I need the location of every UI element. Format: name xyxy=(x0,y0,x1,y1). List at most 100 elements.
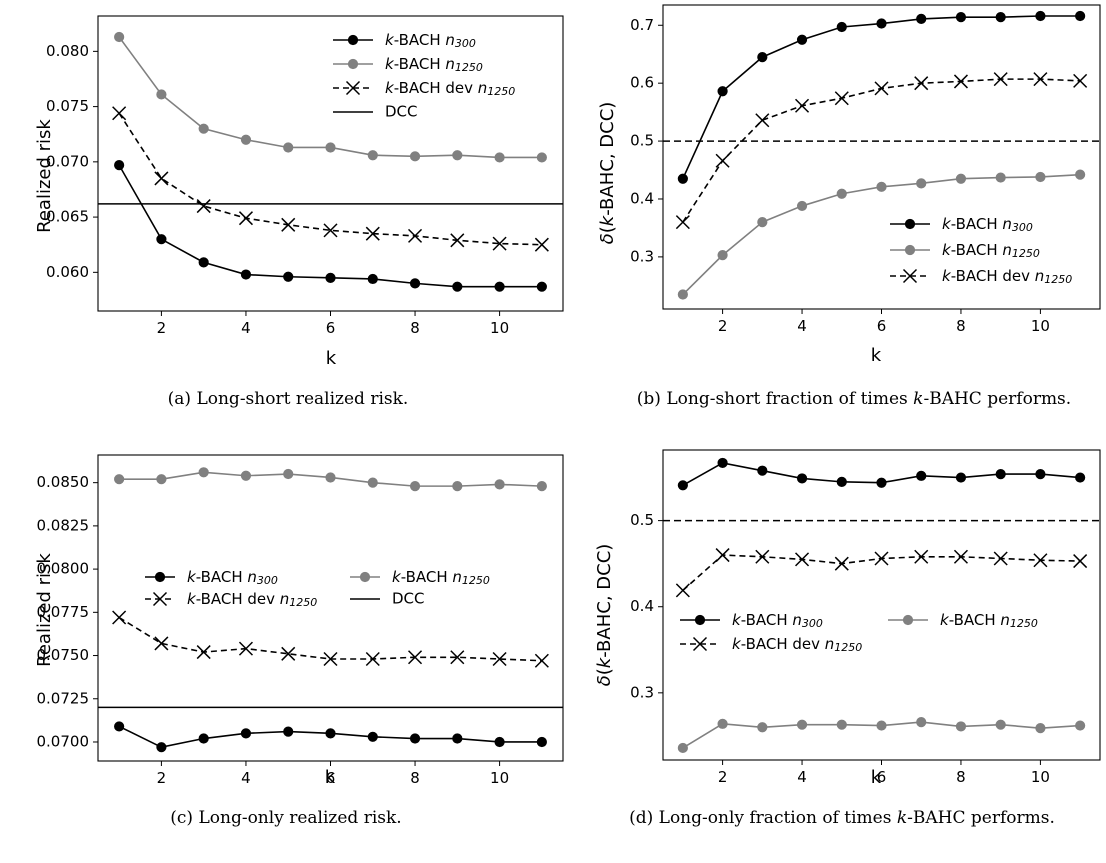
x-tick-label: 4 xyxy=(797,317,807,335)
series-n1250-point xyxy=(876,181,887,192)
x-tick-label: 6 xyxy=(877,317,887,335)
legend-dev-n1250-label-sym: n xyxy=(280,590,290,608)
series-dev-n1250-point xyxy=(715,548,730,563)
y-tick-label: 0.4 xyxy=(630,597,654,615)
legend-n300-label-sub: 300 xyxy=(455,37,476,50)
legend-n300-label-sub: 300 xyxy=(802,617,823,630)
plot-area: 2 4 6 8 10 0.0700 0.0725 0.0750 0.0775 0.0800 0.08… xyxy=(37,454,564,787)
legend-dev-n1250-label: k-BACH dev n1250 xyxy=(732,635,862,655)
legend-n300-label-sym: n xyxy=(792,611,802,629)
legend-dev-n1250-label: k-BACH dev n1250 xyxy=(187,590,317,610)
series-n300-point xyxy=(796,34,808,45)
legend-dev-n1250-label-sym: n xyxy=(825,635,835,653)
series-n300-point xyxy=(198,733,209,744)
caption-d-part1: (d) Long-only fraction of times xyxy=(629,808,897,828)
legend-dev-n1250-label-sub: 1250 xyxy=(289,596,317,609)
legend-dev-n1250-marker xyxy=(152,591,168,607)
y-tick-label: 0.0750 xyxy=(37,646,90,664)
y-tick-label: 0.4 xyxy=(630,189,654,207)
legend-n300-marker xyxy=(347,34,359,46)
series-dev-n1250-point-stroke2 xyxy=(112,610,127,625)
y-axis-label-paren: ( xyxy=(594,668,615,675)
caption-d-k: k xyxy=(897,808,907,828)
series-dev-n1250-point-stroke2 xyxy=(323,223,338,238)
series-dev-n1250-point xyxy=(365,651,380,667)
series-dev-n1250-line xyxy=(118,112,542,246)
y-axis-label-delta: δ xyxy=(594,675,615,686)
series-n300-point xyxy=(677,173,688,184)
legend-dev-n1250-label-sub: 1250 xyxy=(487,85,515,98)
y-axis-label: Realized risk xyxy=(34,119,55,233)
series-n1250-point xyxy=(1035,171,1046,183)
series-dev-n1250-point xyxy=(755,113,770,128)
legend-n1250-label-k: k xyxy=(392,568,402,586)
series-dev-n1250-point-stroke2 xyxy=(196,199,211,214)
series-dev-n1250-point xyxy=(492,651,507,667)
series-dev-n1250-point-stroke2 xyxy=(914,76,929,91)
series-dev-n1250-point xyxy=(874,81,889,96)
legend-n300-marker xyxy=(154,571,166,583)
y-tick-label: 0.0825 xyxy=(37,516,90,534)
series-n300-point xyxy=(156,742,167,753)
series-dev-n1250-point xyxy=(1073,73,1088,88)
series-n300-point xyxy=(536,281,547,292)
legend-n300-label-k: k xyxy=(732,611,742,629)
y-tick-label: 0.0700 xyxy=(37,732,90,750)
x-axis-label: k xyxy=(325,767,336,788)
legend-n300-label-body: -BACH xyxy=(394,31,446,49)
series-n1250-point xyxy=(995,719,1006,730)
series-n1250-point xyxy=(325,142,336,153)
series-dev-n1250-point xyxy=(874,551,889,566)
series-n1250-point xyxy=(283,142,294,153)
series-n300-point xyxy=(757,465,768,476)
legend-n300-label-k: k xyxy=(942,215,952,233)
series-n300-point xyxy=(1035,469,1046,480)
y-tick-label: 0.3 xyxy=(630,247,654,265)
series-n1250-point xyxy=(409,481,421,492)
series-n1250-point xyxy=(240,470,252,481)
series-dev-n1250-point-stroke2 xyxy=(408,650,423,665)
series-dev-n1250-point xyxy=(914,76,929,91)
y-tick-label: 0.3 xyxy=(630,683,654,701)
caption-b: (b) Long-short fraction of times k-BAHC … xyxy=(637,389,1071,409)
series-dev-n1250-point-stroke2 xyxy=(715,548,730,563)
series-n1250-point xyxy=(325,472,336,483)
series-dev-n1250-point xyxy=(408,228,423,243)
y-tick-label: 0.075 xyxy=(46,97,89,115)
y-axis-label-rest: -BAHC, DCC) xyxy=(597,102,618,216)
series-n1250-point xyxy=(836,719,847,730)
series-n300-line xyxy=(118,164,542,288)
series-dev-n1250-point xyxy=(323,651,338,667)
series-n300-point xyxy=(452,733,463,744)
series-n300-point xyxy=(995,469,1006,480)
series-n1250-point xyxy=(955,721,967,732)
series-n1250-point xyxy=(677,742,688,754)
legend-n1250-label-sub: 1250 xyxy=(462,574,490,587)
series-dev-n1250-point-stroke2 xyxy=(365,226,380,241)
series-n300-point xyxy=(836,476,847,487)
series-n300-point xyxy=(240,269,252,280)
caption-b-k: k xyxy=(913,389,923,409)
series-n300-line xyxy=(682,15,1081,180)
x-tick-label: 2 xyxy=(157,319,167,337)
y-tick-label: 0.0725 xyxy=(37,689,90,707)
series-dev-n1250-point-stroke2 xyxy=(492,651,507,667)
legend-dev-n1250-label-body: -BACH dev xyxy=(951,267,1035,285)
series-n1250-point xyxy=(796,719,808,730)
x-tick-label: 8 xyxy=(956,768,966,786)
legend-n300-label-sym: n xyxy=(1002,215,1012,233)
series-n1250-point xyxy=(916,178,927,189)
series-dev-n1250-point-stroke2 xyxy=(1073,554,1088,569)
series-dev-n1250-point-stroke2 xyxy=(675,215,690,230)
series-dev-n1250-point-stroke2 xyxy=(238,211,253,226)
legend-dev-n1250-marker xyxy=(345,80,361,96)
y-axis-label: Realized risk xyxy=(34,553,55,667)
series-n1250-point xyxy=(367,150,378,161)
y-tick-label: 0.0800 xyxy=(37,560,90,578)
legend-n300-marker xyxy=(904,218,916,230)
plot-frame xyxy=(97,454,564,762)
series-dev-n1250-point-stroke2 xyxy=(492,236,507,251)
legend-n1250-label-sym: n xyxy=(445,55,455,73)
legend-n300-marker xyxy=(694,614,706,626)
